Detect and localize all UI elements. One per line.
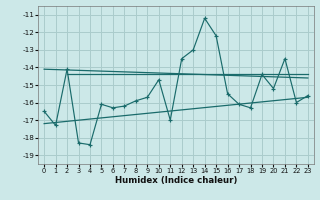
X-axis label: Humidex (Indice chaleur): Humidex (Indice chaleur) <box>115 176 237 185</box>
